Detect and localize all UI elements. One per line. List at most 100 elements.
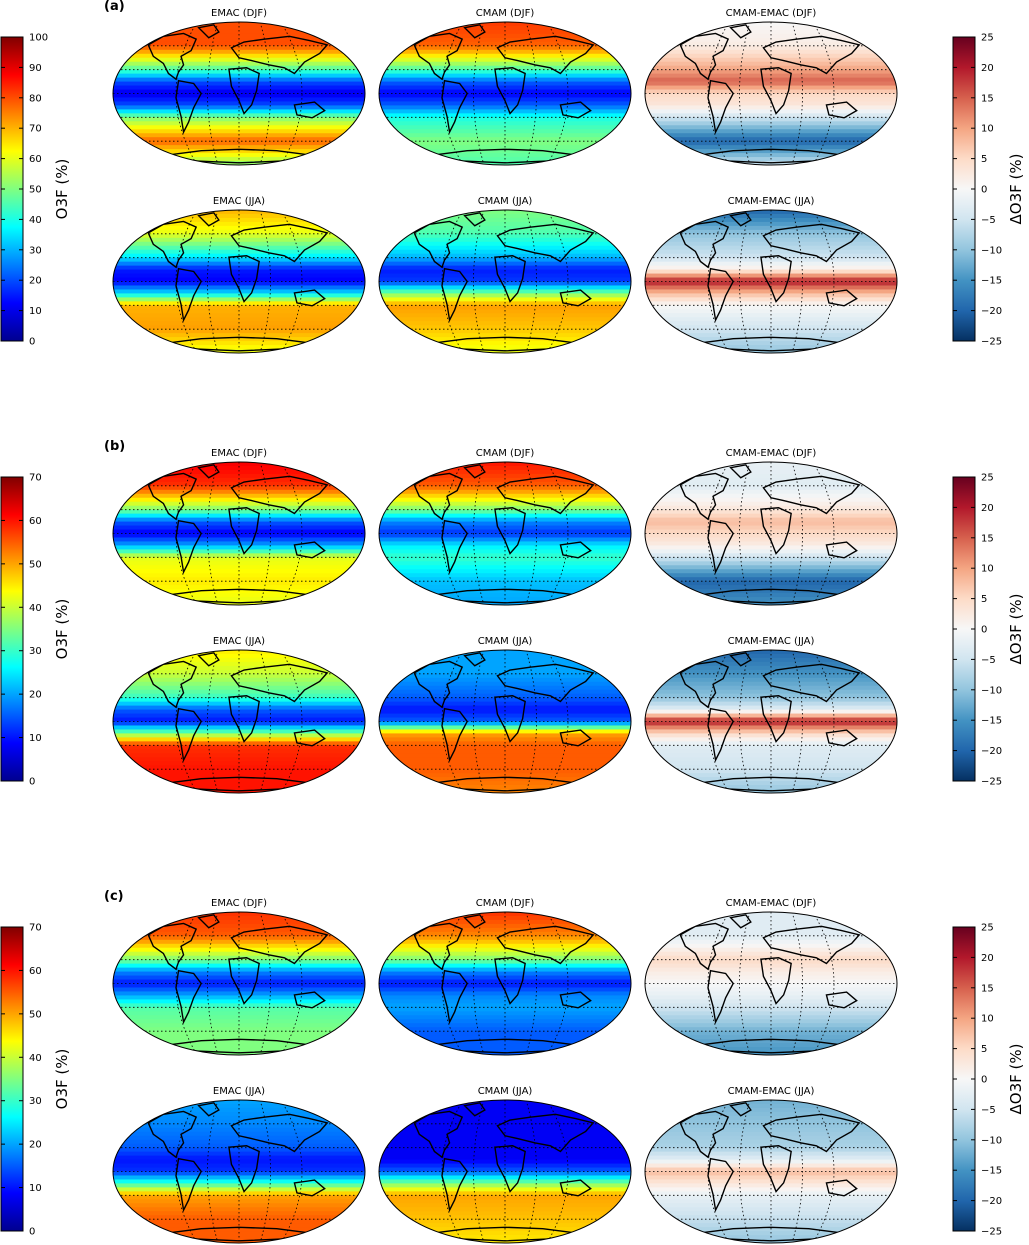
lat-band (113, 1107, 365, 1113)
meridian-gridline (791, 210, 803, 353)
lat-band (379, 967, 631, 973)
map-title: CMAM (DJF) (476, 8, 535, 19)
lat-band (113, 1019, 365, 1024)
lat-band (379, 33, 631, 39)
meridian-gridline (707, 1100, 730, 1243)
meridian-gridline (739, 462, 751, 605)
lat-band (645, 991, 897, 997)
meridian-gridline (280, 210, 303, 353)
lat-band (113, 1123, 365, 1129)
lat-band (113, 975, 365, 981)
lat-band (113, 293, 365, 298)
lat-band (113, 317, 365, 322)
meridian-gridline (473, 912, 485, 1055)
lat-band (379, 541, 631, 547)
lat-band (645, 673, 897, 679)
lat-band (379, 121, 631, 126)
lat-band (379, 1195, 631, 1200)
meridian-gridline (546, 22, 569, 165)
lat-band (113, 22, 365, 27)
coastlines (148, 213, 327, 351)
lat-band (379, 1159, 631, 1165)
lat-band (113, 983, 365, 989)
colorbar-tick-label: −20 (981, 746, 1002, 757)
lat-band (379, 213, 631, 219)
lat-band (379, 737, 631, 742)
lat-band (113, 545, 365, 550)
lat-band (113, 217, 365, 223)
lat-band (113, 677, 365, 683)
lat-band (113, 129, 365, 134)
lat-band (379, 249, 631, 255)
colorbar-tick-label: 0 (29, 337, 35, 348)
lat-band (645, 939, 897, 945)
meridian-gridline (473, 1100, 485, 1243)
lat-band (645, 685, 897, 691)
lat-band (379, 85, 631, 91)
meridian-gridline (546, 650, 569, 793)
map-emac-djf: EMAC (DJF) (112, 448, 366, 606)
colorbar-tick-label: 15 (981, 93, 994, 104)
lat-band (113, 1171, 365, 1177)
lat-band (379, 105, 631, 110)
lat-band (379, 237, 631, 243)
map-diff-djf: CMAM-EMAC (DJF) (644, 898, 898, 1056)
lat-band (379, 1207, 631, 1212)
lat-band (645, 317, 897, 322)
map-title: CMAM-EMAC (DJF) (726, 898, 817, 909)
lat-band (645, 485, 897, 491)
lat-band (645, 753, 897, 758)
lat-band (379, 301, 631, 306)
lat-band (645, 1203, 897, 1208)
lat-band (379, 525, 631, 531)
lat-band (379, 721, 631, 727)
lat-band (113, 109, 365, 114)
lat-band (379, 1155, 631, 1161)
lat-band (379, 1107, 631, 1113)
lat-band (379, 939, 631, 945)
map-diff-djf: CMAM-EMAC (DJF) (644, 448, 898, 606)
lat-band (645, 309, 897, 314)
colorbar-tick-label: 20 (981, 63, 994, 74)
colorbar-tick-label: −15 (981, 276, 1002, 287)
lat-band (379, 1187, 631, 1192)
lat-band (113, 321, 365, 326)
lat-band (379, 757, 631, 762)
lat-band (113, 221, 365, 227)
lat-band (379, 717, 631, 723)
lat-band (379, 469, 631, 475)
lat-band (379, 1163, 631, 1169)
colorbar-tick-label: −10 (981, 1135, 1002, 1146)
lat-band (645, 1115, 897, 1121)
lat-band (645, 713, 897, 719)
lat-band (379, 533, 631, 539)
lat-band (379, 673, 631, 679)
lat-band (645, 1167, 897, 1173)
lat-band (113, 237, 365, 243)
lat-band (379, 89, 631, 95)
lat-band (379, 465, 631, 471)
map-outline (378, 649, 632, 794)
lat-band (645, 963, 897, 969)
lat-band (379, 1151, 631, 1157)
lat-band (645, 553, 897, 558)
colorbar-tick-label: 5 (981, 154, 987, 165)
lat-band (645, 1151, 897, 1157)
lat-band (113, 701, 365, 707)
map-cmam-jja: CMAM (JJA) (378, 1086, 632, 1244)
colorbar-tick-label: −20 (981, 306, 1002, 317)
lat-band (645, 462, 897, 467)
lat-band (645, 109, 897, 114)
lat-band (379, 133, 631, 138)
lat-band (113, 1023, 365, 1028)
meridian-gridline (791, 912, 803, 1055)
colorbar-label: O3F (%) (53, 1049, 71, 1110)
lat-band (379, 225, 631, 231)
lat-band (379, 297, 631, 302)
lat-band (645, 25, 897, 31)
lat-band (113, 1167, 365, 1173)
meridian-gridline (739, 210, 751, 353)
lat-band (645, 995, 897, 1000)
map-emac-djf: EMAC (DJF) (112, 8, 366, 166)
coastlines (148, 653, 327, 791)
